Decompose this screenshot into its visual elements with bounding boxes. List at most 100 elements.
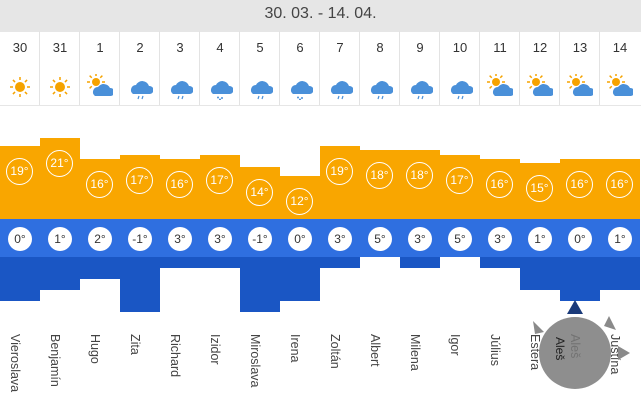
column-divider xyxy=(79,31,80,105)
column-divider xyxy=(479,31,480,105)
column-divider xyxy=(559,31,560,105)
nameday-label: Benjamín xyxy=(48,334,62,387)
day-column[interactable]: 12 15° 1° Estera xyxy=(519,31,560,404)
day-number: 13 xyxy=(572,40,588,55)
high-temp-value: 14° xyxy=(246,179,273,206)
column-divider xyxy=(359,31,360,105)
day-number: 30 xyxy=(12,40,28,55)
high-temp-value: 16° xyxy=(606,171,633,198)
cloud-rain-icon xyxy=(327,74,354,100)
date-range-header: 30. 03. - 14. 04. xyxy=(0,0,641,31)
day-column[interactable]: 4 17° 3° Izidor xyxy=(199,31,240,404)
low-temp-value: 1° xyxy=(528,227,552,251)
high-temp-value: 19° xyxy=(6,158,33,185)
high-temp-value: 16° xyxy=(86,171,113,198)
column-divider xyxy=(199,31,200,105)
high-temp-value: 16° xyxy=(486,171,513,198)
date-range: 30. 03. - 14. 04. xyxy=(264,5,377,22)
low-temp-value: 3° xyxy=(488,227,512,251)
cloud-rain-icon xyxy=(127,74,154,100)
column-divider xyxy=(39,31,40,105)
day-column[interactable]: 30 19° 0° Vieroslava xyxy=(0,31,40,404)
cloud-rain-icon xyxy=(167,74,194,100)
day-number: 11 xyxy=(493,40,507,55)
sun-cloud-icon xyxy=(487,73,515,100)
high-temp-value: 12° xyxy=(286,188,313,215)
day-number: 8 xyxy=(376,40,384,55)
day-number: 9 xyxy=(416,40,424,55)
divider xyxy=(0,105,641,106)
low-temp-value: -1° xyxy=(128,227,152,251)
low-temp-value: 0° xyxy=(8,227,32,251)
sun-cloud-icon xyxy=(527,73,555,100)
high-temp-value: 18° xyxy=(406,162,433,189)
low-temp-value: -1° xyxy=(248,227,272,251)
low-temp-value: 3° xyxy=(328,227,352,251)
low-temp-value: 3° xyxy=(208,227,232,251)
column-divider xyxy=(119,31,120,105)
cloud-snow-icon xyxy=(287,74,314,101)
cloud-rain-icon xyxy=(247,74,274,100)
column-divider xyxy=(599,31,600,105)
day-number: 4 xyxy=(216,40,224,55)
nameday-label: Július xyxy=(488,334,502,366)
nameday-label: Milena xyxy=(408,334,422,371)
day-column[interactable]: 3 16° 3° Richard xyxy=(159,31,200,404)
day-column[interactable]: 31 21° 1° Benjamín xyxy=(39,31,80,404)
nameday-label: Zita xyxy=(128,334,142,355)
day-column[interactable]: 9 18° 3° Milena xyxy=(399,31,440,404)
high-temp-value: 15° xyxy=(526,175,553,202)
day-number: 6 xyxy=(296,40,304,55)
nameday-dial[interactable]: Aleš xyxy=(530,298,640,404)
cloud-snow-icon xyxy=(207,74,234,101)
sun-icon xyxy=(7,74,33,100)
day-column[interactable]: 2 17° -1° Zita xyxy=(119,31,160,404)
high-temp-value: 16° xyxy=(566,171,593,198)
day-number: 7 xyxy=(336,40,344,55)
sun-cloud-icon xyxy=(607,73,635,100)
day-number: 14 xyxy=(612,40,628,55)
nameday-label: Irena xyxy=(288,334,302,363)
high-temp-value: 17° xyxy=(126,167,153,194)
nameday-label: Igor xyxy=(448,334,462,356)
high-temp-value: 18° xyxy=(366,162,393,189)
day-number: 12 xyxy=(532,40,548,55)
low-temp-value: 3° xyxy=(168,227,192,251)
column-divider xyxy=(519,31,520,105)
high-temp-value: 21° xyxy=(46,150,73,177)
low-temp-value: 5° xyxy=(448,227,472,251)
nameday-label: Richard xyxy=(168,334,182,378)
column-divider xyxy=(279,31,280,105)
nameday-label: Hugo xyxy=(88,334,102,364)
high-temp-value: 17° xyxy=(206,167,233,194)
dial-label: Aleš xyxy=(553,337,567,361)
forecast-grid: 30 19° 0° Vieroslava 31 21° 1° Benjamín 1 16° 2° Hu… xyxy=(0,31,641,404)
day-column[interactable]: 7 19° 3° Zoltán xyxy=(319,31,360,404)
day-column[interactable]: 10 17° 5° Igor xyxy=(439,31,480,404)
day-column[interactable]: 1 16° 2° Hugo xyxy=(79,31,120,404)
high-temp-value: 16° xyxy=(166,171,193,198)
high-temp-value: 17° xyxy=(446,167,473,194)
low-temp-value: 0° xyxy=(568,227,592,251)
column-divider xyxy=(239,31,240,105)
column-divider xyxy=(159,31,160,105)
day-column[interactable]: 5 14° -1° Miroslava xyxy=(239,31,280,404)
day-number: 5 xyxy=(256,40,264,55)
day-number: 31 xyxy=(52,40,68,55)
day-number: 2 xyxy=(136,40,144,55)
day-number: 10 xyxy=(452,40,468,55)
low-temp-value: 1° xyxy=(608,227,632,251)
high-temp-value: 19° xyxy=(326,158,353,185)
sun-cloud-icon xyxy=(87,73,115,100)
day-column[interactable]: 8 18° 5° Albert xyxy=(359,31,400,404)
cloud-rain-icon xyxy=(367,74,394,100)
nameday-label: Izidor xyxy=(208,334,222,365)
low-temp-value: 1° xyxy=(48,227,72,251)
low-temp-value: 2° xyxy=(88,227,112,251)
day-column[interactable]: 11 16° 3° Július xyxy=(479,31,520,404)
day-number: 3 xyxy=(176,40,184,55)
day-column[interactable]: 6 12° 0° Irena xyxy=(279,31,320,404)
day-column[interactable]: 14 16° 1° Justína xyxy=(599,31,640,404)
column-divider xyxy=(319,31,320,105)
